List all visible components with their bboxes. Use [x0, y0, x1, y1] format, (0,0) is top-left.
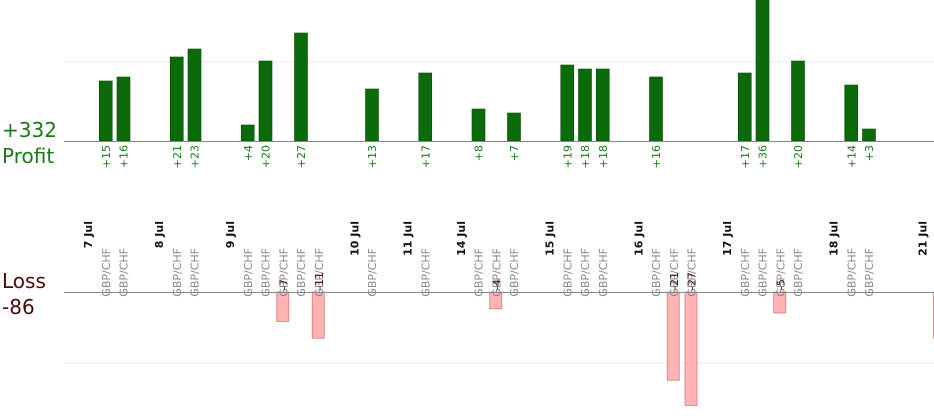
pair-label: GBP/CHF	[561, 248, 574, 297]
profit-bar	[258, 60, 273, 142]
pair-label: GBP/CHF	[863, 248, 876, 297]
pair-label: GBP/CHF	[845, 248, 858, 297]
profit-bar	[507, 112, 521, 142]
pair-label: GBP/CHF	[171, 248, 184, 297]
pair-label: GBP/CHF	[739, 248, 752, 297]
profit-value-label: +15	[100, 145, 113, 168]
date-label: 9 Jul	[224, 221, 237, 248]
pair-label: GBP/CHF	[242, 248, 255, 297]
axes	[64, 141, 934, 293]
date-label: 8 Jul	[153, 221, 166, 248]
pair-label: GBP/CHF	[757, 248, 770, 297]
grid-lines	[64, 61, 934, 364]
profit-value-label: +21	[171, 145, 184, 168]
profit-bar	[560, 64, 575, 142]
loss-value-label: -4	[490, 279, 503, 290]
loss-bar	[684, 291, 698, 406]
date-label: 7 Jul	[82, 221, 95, 248]
date-label: 16 Jul	[632, 221, 645, 256]
pair-label: GBP/CHF	[260, 248, 273, 297]
loss-value-label: -11	[313, 272, 326, 290]
profit-bar	[365, 88, 379, 142]
profit-value-label: +19	[561, 145, 574, 168]
profit-value-label: +14	[845, 145, 858, 168]
pair-label: GBP/CHF	[579, 248, 592, 297]
profit-value-label: +27	[295, 145, 308, 168]
pair-label: GBP/CHF	[508, 248, 521, 297]
pair-label: GBP/CHF	[792, 248, 805, 297]
date-label: 14 Jul	[455, 221, 468, 256]
profit-value-label: +23	[189, 145, 202, 168]
profit-bar	[595, 68, 610, 142]
pair-label: GBP/CHF	[277, 248, 290, 297]
profit-value-label: +36	[757, 145, 770, 168]
profit-bar	[471, 108, 486, 142]
profit-value-label: +18	[579, 145, 592, 168]
profit-value-label: +3	[863, 145, 876, 161]
profit-value-label: +17	[739, 145, 752, 168]
profit-bar	[187, 48, 202, 142]
profit-bar	[649, 76, 663, 142]
pair-label: GBP/CHF	[295, 248, 308, 297]
pair-label: GBP/CHF	[313, 248, 326, 297]
pair-label: GBP/CHF	[366, 248, 379, 297]
date-label: 17 Jul	[721, 221, 734, 256]
profit-value-label: +20	[792, 145, 805, 168]
profit-bar	[737, 72, 752, 142]
pair-label: GBP/CHF	[100, 248, 113, 297]
pair-label: GBP/CHF	[473, 248, 486, 297]
pair-label: GBP/CHF	[118, 248, 131, 297]
pair-label: GBP/CHF	[686, 248, 699, 297]
profit-value-label: +7	[508, 145, 521, 161]
loss-total: -86	[2, 295, 35, 319]
profit-value-label: +18	[597, 145, 610, 168]
profit-bar	[578, 68, 592, 142]
loss-value-label: -21	[668, 272, 681, 290]
loss-value-label: -27	[686, 272, 699, 290]
profit-bar	[755, 0, 770, 142]
loss-bar	[311, 291, 325, 339]
profit-value-label: +20	[260, 145, 273, 168]
loss-label: Loss	[2, 269, 46, 293]
profit-bar	[844, 84, 859, 142]
pair-label: GBP/CHF	[189, 248, 202, 297]
pair-label: GBP/CHF	[419, 248, 432, 297]
profit-bar	[98, 80, 113, 142]
profit-bar	[169, 56, 184, 142]
date-label: 15 Jul	[544, 221, 557, 256]
profit-bar	[418, 72, 433, 142]
pair-label: GBP/CHF	[597, 248, 610, 297]
profit-bar	[862, 128, 876, 142]
pair-label: GBP/CHF	[774, 248, 787, 297]
labels: 7 Jul GBP/CHF +15 GBP/CHF +16 8 Jul GBP/CHF +21…	[82, 145, 929, 297]
pair-label: GBP/CHF	[668, 248, 681, 297]
profit-value-label: +17	[419, 145, 432, 168]
date-label: 11 Jul	[402, 221, 415, 256]
loss-bar	[666, 291, 680, 381]
profit-label: Profit	[2, 144, 55, 168]
loss-value-label: -7	[277, 279, 290, 290]
profit-bar	[116, 76, 131, 142]
date-label: 21 Jul	[916, 221, 929, 256]
pair-label: GBP/CHF	[650, 248, 663, 297]
profit-bar	[240, 124, 255, 142]
pair-label: GBP/CHF	[490, 248, 503, 297]
profit-value-label: +16	[118, 145, 131, 168]
profit-bar	[791, 60, 805, 142]
profit-bar	[294, 32, 308, 142]
profit-value-label: +16	[650, 145, 663, 168]
profit-value-label: +4	[242, 145, 255, 161]
profit-total: +332	[2, 118, 57, 142]
profit-value-label: +8	[473, 145, 486, 161]
date-label: 18 Jul	[828, 221, 841, 256]
date-label: 10 Jul	[348, 221, 361, 256]
profit-value-label: +13	[366, 145, 379, 168]
loss-value-label: -5	[774, 279, 787, 290]
